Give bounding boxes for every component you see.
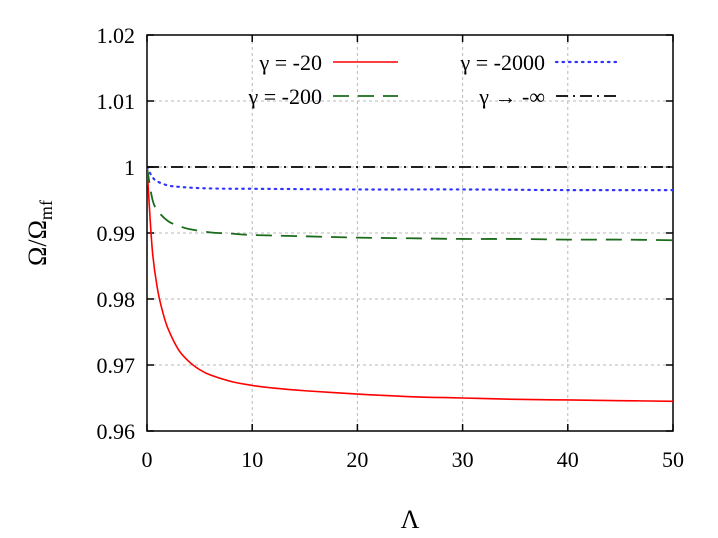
x-axis-label: Λ [401,505,420,534]
series-line-1 [147,166,673,403]
y-tick-label: 1 [124,155,135,180]
legend-label: γ = -200 [248,84,322,109]
y-tick-label: 0.99 [97,221,136,246]
series-line-2 [147,166,673,242]
axis-ticks: 0 10 20 30 40 50 0.96 0.97 0.98 0.99 1 1.01 1.02 [97,23,685,472]
x-tick-label: 0 [142,447,153,472]
legend: γ = -20 γ = -200 γ = -2000 γ → -∞ [248,50,623,109]
grid [147,35,673,431]
y-tick-label: 1.01 [97,89,136,114]
y-tick-label: 0.96 [97,419,136,444]
legend-label: γ = -2000 [460,50,545,75]
x-tick-label: 50 [662,447,684,472]
x-tick-label: 10 [241,447,263,472]
series-layer [147,165,673,403]
y-axis-label-subscript: mf [36,200,56,220]
x-tick-label: 30 [452,447,474,472]
x-tick-label: 20 [346,447,368,472]
y-tick-label: 0.97 [97,353,136,378]
y-axis-label: Ω/Ωmf [23,200,56,266]
y-tick-label: 1.02 [97,23,136,48]
legend-label: γ = -20 [259,50,322,75]
y-tick-label: 0.98 [97,287,136,312]
series-line-3 [147,165,673,192]
x-tick-label: 40 [557,447,579,472]
legend-label: γ → -∞ [478,84,545,109]
y-axis-label-main: Ω/Ω [23,220,52,266]
